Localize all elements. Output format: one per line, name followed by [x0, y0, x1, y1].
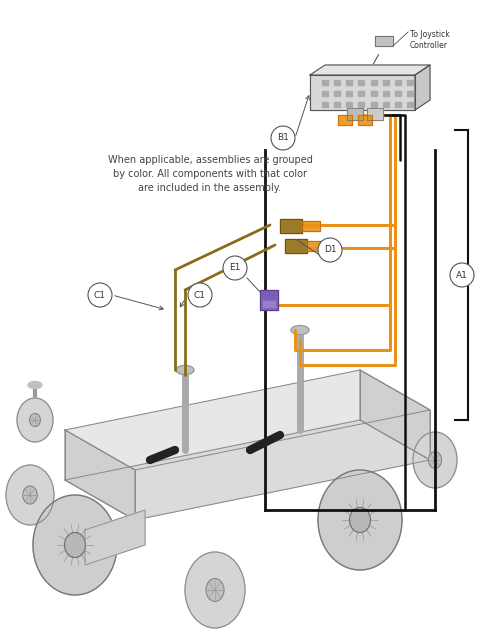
Polygon shape — [85, 510, 145, 565]
Text: To Joystick
Controller: To Joystick Controller — [410, 30, 450, 50]
Bar — [358, 102, 364, 107]
Polygon shape — [310, 75, 415, 110]
Polygon shape — [65, 370, 430, 470]
Bar — [375, 36, 393, 46]
Polygon shape — [360, 370, 430, 460]
Ellipse shape — [23, 486, 37, 504]
Text: When applicable, assemblies are grouped
by color. All components with that color: When applicable, assemblies are grouped … — [108, 155, 312, 193]
Bar — [302, 221, 320, 231]
Ellipse shape — [30, 413, 40, 427]
Bar — [367, 108, 383, 120]
Polygon shape — [310, 65, 430, 75]
Ellipse shape — [176, 365, 194, 375]
Circle shape — [223, 256, 247, 280]
Bar — [334, 91, 340, 96]
Bar — [375, 36, 393, 46]
Bar — [407, 91, 413, 96]
Circle shape — [188, 283, 212, 307]
Bar — [382, 91, 388, 96]
Text: C1: C1 — [94, 291, 106, 299]
Ellipse shape — [428, 451, 442, 468]
Bar — [407, 80, 413, 85]
Bar — [260, 290, 278, 310]
Bar — [338, 115, 352, 125]
Text: C1: C1 — [194, 291, 206, 299]
Bar — [367, 108, 383, 120]
Text: B1: B1 — [277, 134, 289, 142]
Bar — [407, 102, 413, 107]
Bar — [322, 102, 328, 107]
Bar — [285, 239, 307, 253]
Ellipse shape — [33, 495, 117, 595]
Circle shape — [450, 263, 474, 287]
Bar — [334, 102, 340, 107]
Polygon shape — [65, 430, 135, 520]
Bar — [307, 241, 325, 251]
Bar — [346, 80, 352, 85]
Bar — [395, 80, 401, 85]
Ellipse shape — [28, 382, 42, 389]
Ellipse shape — [185, 552, 245, 628]
Bar — [280, 219, 302, 233]
Bar — [382, 102, 388, 107]
Bar — [262, 300, 276, 308]
Text: D1: D1 — [324, 246, 336, 254]
Bar — [358, 115, 372, 125]
Bar — [307, 241, 325, 251]
Ellipse shape — [318, 470, 402, 570]
Text: A1: A1 — [456, 270, 468, 280]
Bar — [370, 80, 376, 85]
Ellipse shape — [17, 398, 53, 442]
Bar — [370, 102, 376, 107]
Ellipse shape — [291, 325, 309, 334]
Bar — [347, 108, 363, 120]
Polygon shape — [415, 65, 430, 110]
Bar — [338, 115, 352, 125]
Bar — [285, 239, 307, 253]
Bar — [370, 91, 376, 96]
Circle shape — [271, 126, 295, 150]
Bar — [346, 91, 352, 96]
Bar — [358, 80, 364, 85]
Circle shape — [88, 283, 112, 307]
Bar — [260, 290, 278, 310]
Bar — [280, 219, 302, 233]
Bar — [302, 221, 320, 231]
Text: E1: E1 — [230, 263, 240, 272]
Ellipse shape — [6, 465, 54, 525]
Ellipse shape — [350, 508, 370, 532]
Bar — [358, 115, 372, 125]
Bar — [382, 80, 388, 85]
Ellipse shape — [413, 432, 457, 488]
Bar — [395, 102, 401, 107]
Bar — [395, 91, 401, 96]
Bar — [334, 80, 340, 85]
Ellipse shape — [206, 579, 224, 601]
Polygon shape — [65, 420, 430, 520]
Bar — [262, 300, 276, 308]
Bar — [347, 108, 363, 120]
Ellipse shape — [64, 532, 86, 558]
Bar — [322, 91, 328, 96]
Bar — [358, 91, 364, 96]
Circle shape — [318, 238, 342, 262]
Bar — [322, 80, 328, 85]
Bar — [346, 102, 352, 107]
